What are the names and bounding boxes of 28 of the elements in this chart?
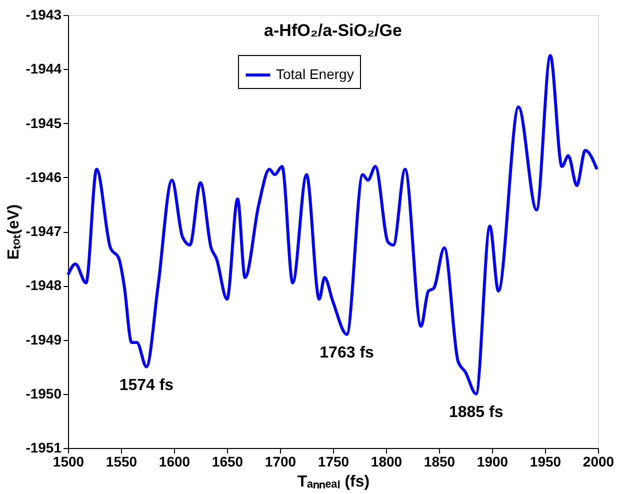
chart-title: a-HfO₂/a-SiO₂/Ge — [264, 21, 402, 40]
x-tick-label: 1500 — [52, 454, 84, 470]
legend-label: Total Energy — [276, 66, 354, 82]
y-tick-label: -1951 — [26, 440, 62, 456]
x-tick-label: 1550 — [106, 454, 138, 470]
annotation: 1763 fs — [320, 344, 374, 362]
x-tick-label: 1800 — [370, 454, 402, 470]
x-tick-label: 1750 — [318, 454, 350, 470]
y-tick-label: -1945 — [26, 114, 62, 131]
x-tick-label: 2000 — [582, 454, 614, 470]
x-tick-label: 1700 — [264, 454, 296, 470]
line-series — [66, 54, 598, 396]
x-tick-label: 1650 — [212, 454, 244, 470]
x-tick-label: 1850 — [424, 454, 456, 470]
x-axis-title: Tₐₙₙₑₐₗ (fs) — [297, 474, 370, 490]
y-tick-label: -1949 — [26, 331, 62, 348]
y-tick-label: -1943 — [26, 6, 62, 22]
x-tick-label: 1950 — [530, 454, 562, 470]
x-tick-label: 1600 — [158, 454, 190, 470]
annotation: 1574 fs — [119, 376, 174, 394]
y-tick-label: -1947 — [26, 223, 62, 239]
y-tick-label: -1946 — [26, 168, 62, 185]
y-tick-label: -1950 — [26, 385, 62, 402]
y-tick-label: -1948 — [26, 277, 62, 294]
y-axis-title: Eₜₒₜ(eV) — [6, 204, 23, 260]
annotation: 1885 fs — [448, 404, 504, 421]
x-tick-label: 1900 — [476, 454, 508, 470]
y-tick-label: -1944 — [26, 60, 62, 77]
